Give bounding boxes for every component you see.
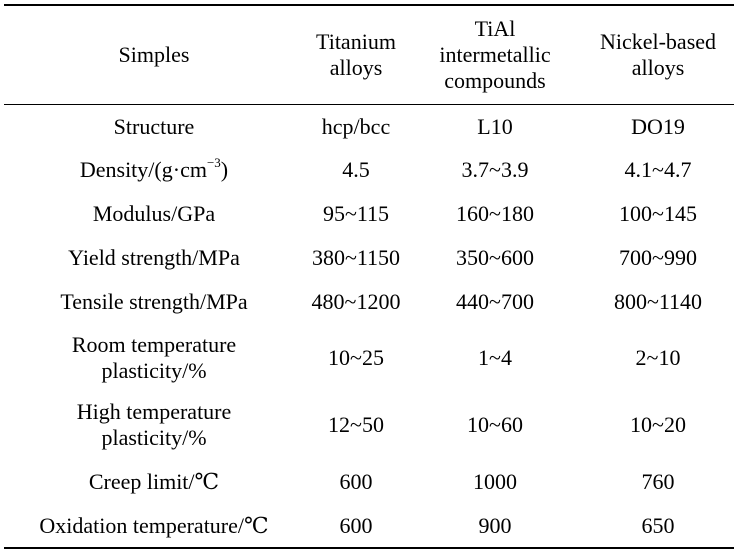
table-cell: 760 bbox=[641, 469, 675, 494]
header-rule bbox=[4, 104, 734, 105]
row-label-structure: Structure bbox=[113, 114, 195, 139]
table-cell: 4.5 bbox=[342, 157, 370, 182]
row-label-room-temperature-plasticity: Room temperature plasticity/% bbox=[71, 332, 237, 383]
table-cell: 4.1~4.7 bbox=[624, 157, 692, 182]
table-cell: hcp/bcc bbox=[321, 114, 391, 139]
table-cell: 700~990 bbox=[619, 245, 697, 270]
row-label-tensile-strength: Tensile strength/MPa bbox=[60, 289, 248, 314]
row-label-modulus: Modulus/GPa bbox=[92, 201, 216, 226]
table-cell: 95~115 bbox=[322, 201, 390, 226]
bottom-rule bbox=[4, 547, 734, 549]
table-cell: 1~4 bbox=[478, 345, 512, 370]
row-label-yield-strength: Yield strength/MPa bbox=[68, 245, 240, 270]
table-cell: DO19 bbox=[631, 114, 685, 139]
table-cell: L10 bbox=[477, 114, 513, 139]
table-cell: 10~25 bbox=[328, 345, 384, 370]
table-cell: 900 bbox=[478, 513, 512, 538]
table-cell: 800~1140 bbox=[613, 289, 703, 314]
table-cell: 350~600 bbox=[456, 245, 534, 270]
header-nickel-based-alloys: Nickel-based alloys bbox=[599, 29, 717, 80]
table-cell: 380~1150 bbox=[311, 245, 401, 270]
row-label-high-temperature-plasticity: High temperature plasticity/% bbox=[76, 399, 232, 450]
table-cell: 440~700 bbox=[456, 289, 534, 314]
table-cell: 10~60 bbox=[467, 412, 523, 437]
top-rule bbox=[4, 4, 734, 6]
table-cell: 600 bbox=[339, 513, 373, 538]
table-cell: 480~1200 bbox=[311, 289, 401, 314]
table-cell: 650 bbox=[641, 513, 675, 538]
table-cell: 12~50 bbox=[328, 412, 384, 437]
header-simples: Simples bbox=[118, 42, 190, 67]
table-cell: 160~180 bbox=[456, 201, 534, 226]
table-cell: 3.7~3.9 bbox=[461, 157, 529, 182]
table-cell: 2~10 bbox=[635, 345, 681, 370]
row-label-density: Density/(g·cm−3) bbox=[79, 154, 229, 182]
table-cell: 10~20 bbox=[630, 412, 686, 437]
table-cell: 600 bbox=[339, 469, 373, 494]
table-cell: 1000 bbox=[473, 469, 517, 494]
row-label-oxidation-temperature: Oxidation temperature/℃ bbox=[39, 513, 269, 538]
table-cell: 100~145 bbox=[619, 201, 697, 226]
header-titanium-alloys: Titanium alloys bbox=[316, 29, 396, 80]
header-tial-compounds: TiAl intermetallic compounds bbox=[439, 16, 551, 93]
row-label-creep-limit: Creep limit/℃ bbox=[88, 469, 220, 494]
